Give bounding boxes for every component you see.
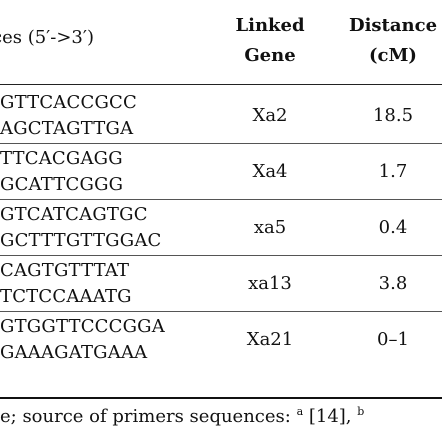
table-header: ces (5′->3′) Linked Gene Distance (cM)	[0, 0, 442, 85]
footnote-sup-a: a	[296, 405, 304, 418]
header-distance-line1: Distance	[348, 15, 438, 36]
header-linked-line2: Gene	[244, 45, 296, 66]
table-footnote: e; source of primers sequences: a [14], …	[0, 405, 364, 427]
primer-sequence-cell: TTCACGAGG GCATTCGGG	[0, 146, 123, 198]
forward-primer: CAGTGTTTAT	[0, 260, 130, 281]
table-bottom-rule	[0, 397, 442, 399]
header-linked-gene: Linked Gene	[225, 11, 315, 71]
forward-primer: GTGGTTCCCGGA	[0, 316, 165, 337]
linked-gene-cell: Xa2	[252, 105, 288, 126]
linked-gene-cell: xa13	[248, 273, 292, 294]
forward-primer: GTCATCAGTGC	[0, 204, 148, 225]
header-linked-line1: Linked	[235, 15, 305, 36]
row-divider	[0, 199, 442, 200]
forward-primer: TTCACGAGG	[0, 148, 123, 169]
table-body: GTTCACCGCC AGCTAGTTGA Xa2 18.5 TTCACGAGG…	[0, 88, 442, 368]
forward-primer: GTTCACCGCC	[0, 92, 137, 113]
linked-gene-cell: Xa4	[252, 161, 288, 182]
footnote-sup-b: b	[357, 405, 365, 418]
reverse-primer: AGCTAGTTGA	[0, 118, 134, 139]
reverse-primer: GCATTCGGG	[0, 174, 124, 195]
primer-sequence-cell: GTCATCAGTGC GCTTTGTTGGAC	[0, 202, 162, 254]
table-row: GTCATCAGTGC GCTTTGTTGGAC xa5 0.4	[0, 200, 442, 256]
header-sequences: ces (5′->3′)	[0, 27, 94, 48]
reverse-primer: GAAAGATGAAA	[0, 342, 148, 363]
reverse-primer: GCTTTGTTGGAC	[0, 230, 162, 251]
distance-cell: 1.7	[378, 161, 408, 182]
table-row: CAGTGTTTAT TCTCCAAATG xa13 3.8	[0, 256, 442, 312]
primer-sequence-cell: CAGTGTTTAT TCTCCAAATG	[0, 258, 132, 310]
row-divider	[0, 255, 442, 256]
row-divider	[0, 143, 442, 144]
header-rule	[0, 84, 442, 85]
primer-sequence-cell: GTTCACCGCC AGCTAGTTGA	[0, 90, 137, 142]
reverse-primer: TCTCCAAATG	[0, 286, 132, 307]
footnote-ref-a: [14],	[303, 406, 358, 427]
distance-cell: 0–1	[377, 329, 409, 350]
row-divider	[0, 311, 442, 312]
distance-cell: 0.4	[378, 217, 408, 238]
linked-gene-cell: Xa21	[246, 329, 294, 350]
header-distance: Distance (cM)	[338, 11, 442, 71]
table-row: GTTCACCGCC AGCTAGTTGA Xa2 18.5	[0, 88, 442, 144]
header-distance-line2: (cM)	[369, 45, 417, 66]
distance-cell: 3.8	[378, 273, 408, 294]
distance-cell: 18.5	[372, 105, 414, 126]
primer-sequence-cell: GTGGTTCCCGGA GAAAGATGAAA	[0, 314, 165, 366]
linked-gene-cell: xa5	[253, 217, 287, 238]
table-row: TTCACGAGG GCATTCGGG Xa4 1.7	[0, 144, 442, 200]
table-row: GTGGTTCCCGGA GAAAGATGAAA Xa21 0–1	[0, 312, 442, 368]
footnote-text: e; source of primers sequences:	[0, 406, 297, 427]
